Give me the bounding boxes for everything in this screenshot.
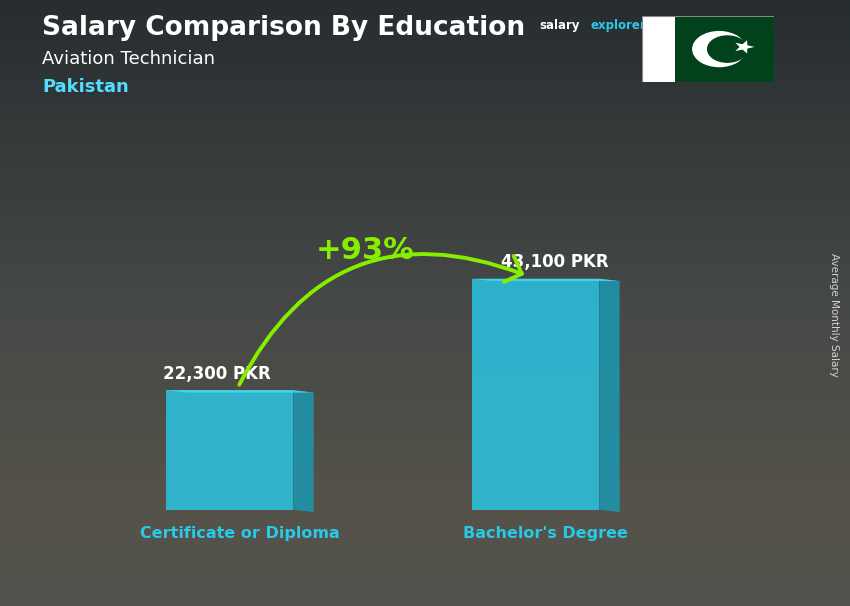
- Bar: [675, 16, 774, 82]
- Text: salary: salary: [540, 19, 581, 32]
- Polygon shape: [735, 40, 755, 53]
- FancyArrowPatch shape: [239, 254, 522, 385]
- Text: +93%: +93%: [316, 236, 415, 265]
- Text: Average Monthly Salary: Average Monthly Salary: [829, 253, 839, 377]
- Polygon shape: [472, 279, 620, 281]
- Text: Pakistan: Pakistan: [42, 78, 129, 96]
- Polygon shape: [293, 390, 314, 512]
- Text: explorer: explorer: [591, 19, 647, 32]
- Text: .com: .com: [653, 19, 684, 32]
- Text: Salary Comparison By Education: Salary Comparison By Education: [42, 15, 525, 41]
- Bar: [642, 16, 675, 82]
- Circle shape: [693, 32, 745, 67]
- Circle shape: [707, 36, 747, 62]
- Bar: [472, 279, 599, 510]
- Polygon shape: [599, 279, 620, 512]
- Text: Certificate or Diploma: Certificate or Diploma: [140, 526, 340, 541]
- Polygon shape: [166, 390, 314, 393]
- Text: Bachelor's Degree: Bachelor's Degree: [463, 526, 628, 541]
- Text: 43,100 PKR: 43,100 PKR: [501, 253, 609, 271]
- Bar: [166, 390, 293, 510]
- Text: 22,300 PKR: 22,300 PKR: [163, 365, 270, 383]
- Text: Aviation Technician: Aviation Technician: [42, 50, 216, 68]
